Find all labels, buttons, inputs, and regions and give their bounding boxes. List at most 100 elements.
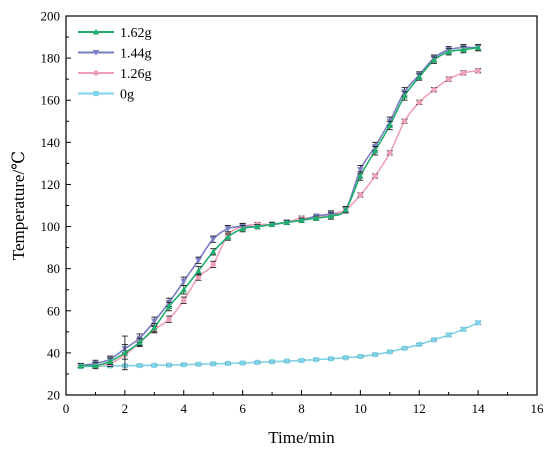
data-point [209,248,217,255]
series-1.62g [77,43,482,371]
legend-label: 1.44g [120,47,152,62]
data-point [328,356,334,362]
x-axis-title: Time/min [268,428,335,447]
data-point [416,73,423,80]
y-tick-label: 100 [41,219,61,234]
series-line [80,46,479,367]
data-point [166,362,172,368]
data-point [342,206,349,213]
data-point [431,86,437,93]
legend-label: 0g [120,88,134,103]
data-point [283,219,290,225]
data-point [327,212,335,219]
data-point [431,337,437,343]
data-point [416,99,422,106]
data-point [430,57,438,63]
data-point [254,223,261,230]
data-point [195,274,202,280]
y-tick-label: 160 [41,93,61,108]
legend-marker [93,70,99,76]
legend-item: 0g [78,88,134,103]
series-line [80,322,479,368]
legend-marker [92,28,100,35]
data-point [180,286,187,293]
data-point [284,358,290,364]
x-tick-label: 4 [181,401,188,416]
y-axis-title: Temperature/℃ [9,151,28,260]
data-point [401,92,408,99]
data-point [224,226,232,232]
data-point [387,349,393,355]
data-point [446,332,452,338]
y-tick-label: 180 [41,51,61,66]
data-point [475,68,481,74]
legend-label: 1.26g [120,67,152,82]
data-point [195,267,202,274]
x-tick-label: 8 [298,401,305,416]
data-point [151,362,157,368]
data-point [166,316,172,322]
data-point [225,360,231,366]
data-point [209,236,217,243]
data-point [254,359,260,365]
x-tick-label: 2 [122,401,129,416]
data-point [181,362,187,368]
legend: 1.62g 1.44g 1.26g 0g [78,26,152,103]
data-point [445,76,452,82]
data-point [387,150,393,156]
data-point [195,361,202,367]
data-point [298,217,305,223]
data-point [357,172,364,179]
x-tick-label: 10 [354,401,367,416]
y-tick-label: 120 [41,177,61,192]
data-point [460,46,467,53]
x-tick-label: 16 [531,401,545,416]
legend-marker [92,49,100,56]
x-tick-label: 0 [63,401,70,416]
data-point [401,118,408,124]
data-point [357,167,364,173]
y-tick-label: 200 [41,9,61,24]
y-tick-label: 60 [47,303,60,318]
data-point [269,359,275,365]
data-point [165,303,173,310]
data-point [357,192,364,198]
data-point [240,360,246,366]
data-point [195,257,202,264]
y-tick-label: 20 [47,388,60,403]
y-tick-label: 40 [47,345,60,360]
data-point [357,353,363,360]
data-point [224,233,232,240]
data-point [210,261,216,268]
data-point [372,173,378,179]
data-point [313,214,320,221]
data-point [298,357,305,364]
data-point [77,362,84,369]
data-point [343,355,349,361]
legend-marker [93,90,99,97]
y-tick-label: 140 [41,135,61,150]
data-point [106,358,114,364]
data-point [401,345,408,351]
data-point [445,48,452,55]
data-point [92,362,99,369]
data-point [181,297,187,303]
y-tick-label: 80 [47,261,60,276]
data-point [210,361,216,367]
data-point [474,44,482,51]
series-layer [77,43,482,371]
data-point [460,70,467,76]
data-point [136,339,143,345]
legend-item: 1.62g [78,26,152,41]
data-point [371,147,379,154]
data-point [386,122,394,129]
data-point [180,278,187,285]
x-tick-label: 12 [413,401,426,416]
data-point [239,225,246,232]
x-tick-label: 6 [239,401,246,416]
legend-item: 1.26g [78,67,152,82]
ticks-layer: 0 2 4 6 8 10 12 14 16 20 40 60 80 100 120 140 160 180 200 [41,9,545,417]
data-point [137,362,143,369]
data-point [313,357,319,363]
